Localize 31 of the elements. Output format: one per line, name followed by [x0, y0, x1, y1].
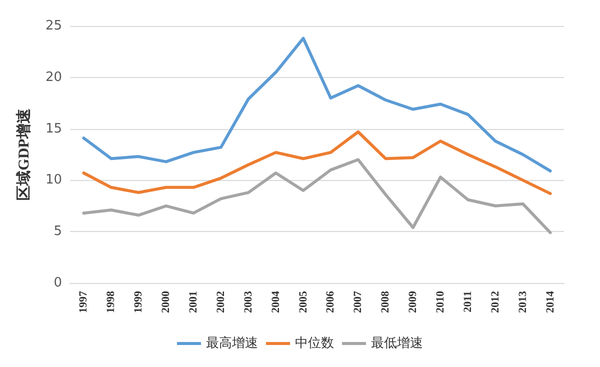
y-tick-label: 20 — [45, 70, 62, 85]
x-tick-label: 2008 — [380, 290, 392, 313]
x-tick-label: 2005 — [297, 290, 310, 313]
legend-label: 最高增速 — [206, 335, 258, 351]
x-tick-label: 2011 — [462, 291, 474, 312]
x-tick-label: 2004 — [270, 290, 282, 313]
x-tick-label: 2003 — [242, 290, 254, 313]
x-tick-label: 2012 — [489, 290, 502, 313]
x-tick-label: 2013 — [516, 290, 529, 313]
y-tick-label: 10 — [45, 172, 62, 188]
legend-label: 最低增速 — [371, 336, 423, 351]
y-tick-label: 0 — [54, 276, 62, 290]
y-tick-label: 25 — [45, 18, 62, 34]
x-tick-label: 2001 — [188, 291, 200, 313]
legend-label: 中位数 — [295, 336, 334, 351]
line-series — [82, 130, 552, 196]
y-tick-label: 15 — [45, 121, 62, 136]
y-tick-label: 5 — [54, 224, 62, 240]
line-series — [82, 36, 552, 172]
x-tick-label: 2007 — [352, 290, 364, 313]
y-axis-title: 区域GDP增速 — [16, 108, 32, 200]
x-tick-label: 2014 — [544, 290, 556, 313]
line-series — [82, 158, 552, 234]
x-tick-label: 2010 — [434, 290, 446, 313]
x-tick-label: 2009 — [407, 290, 420, 313]
x-tick-label: 1998 — [105, 290, 118, 313]
x-tick-label: 2002 — [214, 290, 227, 313]
x-tick-label: 1997 — [78, 290, 90, 313]
x-tick-label: 1999 — [132, 290, 145, 313]
x-tick-label: 2000 — [160, 290, 172, 313]
x-tick-label: 2006 — [324, 290, 337, 313]
